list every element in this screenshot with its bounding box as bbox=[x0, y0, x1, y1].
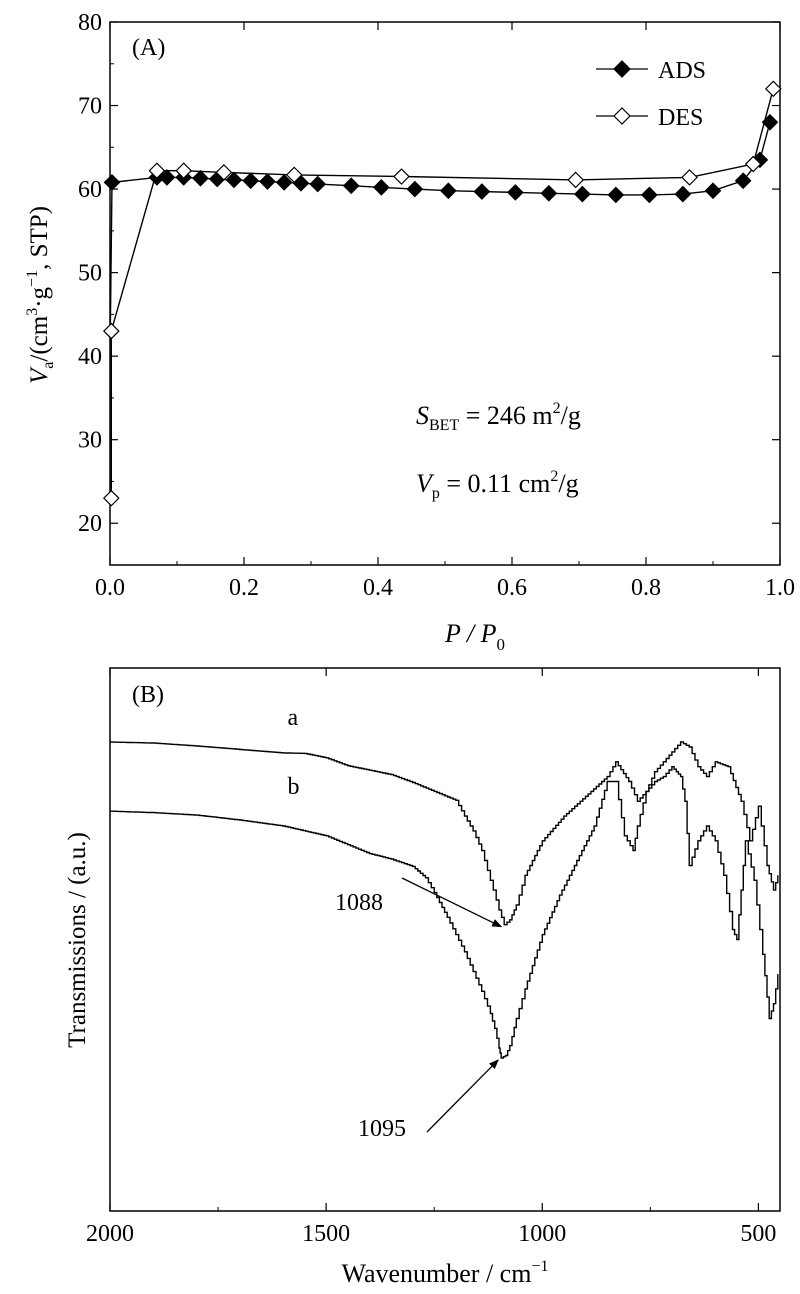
y-tick-label-a: 80 bbox=[78, 10, 102, 36]
legend-ads-label: ADS bbox=[658, 58, 706, 84]
x-axis-label-b: Wavenumber / cm−1 bbox=[342, 1258, 549, 1288]
des-point bbox=[285, 166, 303, 184]
axis-ticks-b: 2000 1500 1000 500 bbox=[86, 668, 776, 1247]
x-tick-label-b: 1000 bbox=[518, 1221, 566, 1247]
plot-frame-b bbox=[109, 667, 781, 1212]
legend-ads-marker bbox=[613, 60, 631, 78]
legend-des-label: DES bbox=[658, 105, 703, 131]
x-tick-label-a: 0.2 bbox=[229, 575, 259, 601]
des-point bbox=[393, 168, 410, 185]
ads-point bbox=[158, 169, 176, 186]
y-axis-label-a: Va/(cm3·g−1, STP) bbox=[24, 206, 57, 384]
ads-point bbox=[309, 175, 327, 193]
des-point bbox=[744, 155, 762, 173]
curve-label-a: a bbox=[288, 705, 299, 731]
y-tick-label-a: 70 bbox=[78, 94, 102, 120]
ads-point bbox=[342, 177, 360, 195]
des-point bbox=[764, 80, 782, 98]
ads-series-line bbox=[109, 122, 771, 332]
ads-point bbox=[259, 173, 276, 190]
ads-point bbox=[406, 180, 424, 198]
isotherm-panel: 0.0 0.2 0.4 0.6 0.8 1.0 20 30 40 50 60 70 80 (A) ADS… bbox=[24, 10, 795, 654]
x-tick-label-a: 0.8 bbox=[631, 575, 661, 601]
des-point bbox=[102, 322, 120, 340]
ads-point bbox=[373, 179, 390, 196]
des-point bbox=[567, 171, 584, 189]
ads-point bbox=[225, 171, 243, 189]
des-point bbox=[148, 162, 166, 180]
des-point bbox=[175, 162, 193, 180]
x-tick-label-a: 0.6 bbox=[497, 575, 527, 601]
legend-des-marker bbox=[613, 107, 631, 125]
isotherm-series bbox=[102, 80, 782, 507]
ads-point bbox=[734, 172, 752, 190]
x-tick-label-b: 1500 bbox=[302, 1221, 350, 1247]
x-tick-label-b: 2000 bbox=[86, 1221, 134, 1247]
ads-point bbox=[275, 174, 293, 191]
ads-point bbox=[641, 186, 658, 204]
des-series-line bbox=[110, 88, 774, 499]
vp-annotation: Vp = 0.11 cm2/g bbox=[416, 468, 579, 502]
ads-point bbox=[242, 172, 260, 190]
des-point bbox=[215, 164, 233, 181]
spectrum-b-line bbox=[110, 766, 779, 1059]
peak-label-1095: 1095 bbox=[358, 1116, 406, 1142]
y-tick-label-a: 30 bbox=[78, 428, 102, 454]
ads-point bbox=[540, 184, 558, 202]
ads-point bbox=[192, 169, 209, 187]
ads-point bbox=[103, 174, 121, 191]
y-tick-label-a: 60 bbox=[78, 177, 102, 203]
sbet-annotation: SBET = 246 m2/g bbox=[416, 400, 581, 434]
x-tick-label-b: 500 bbox=[740, 1221, 776, 1247]
y-tick-label-a: 20 bbox=[78, 511, 102, 537]
ads-point bbox=[704, 182, 722, 200]
y-tick-label-a: 50 bbox=[78, 261, 102, 287]
ir-series bbox=[110, 741, 779, 1059]
x-axis-label-a: P / P0 bbox=[444, 619, 505, 654]
ads-point bbox=[507, 184, 524, 201]
axis-ticks-a: 0.0 0.2 0.4 0.6 0.8 1.0 20 30 40 50 60 70 80 bbox=[78, 10, 795, 601]
x-tick-label-a: 0.0 bbox=[95, 575, 125, 601]
x-tick-label-a: 0.4 bbox=[363, 575, 393, 601]
panel-label-a: (A) bbox=[132, 35, 165, 61]
ads-point bbox=[440, 182, 457, 200]
curve-label-b: b bbox=[288, 774, 300, 800]
panel-label-b: (B) bbox=[132, 682, 164, 708]
y-tick-label-a: 40 bbox=[78, 344, 102, 370]
ir-spectrum-panel: 2000 1500 1000 500 (B) a b 1088 1095 Wavenumbe… bbox=[64, 667, 781, 1288]
legend: ADS DES bbox=[596, 58, 706, 131]
ads-point bbox=[607, 186, 625, 204]
des-point bbox=[102, 489, 120, 507]
peak-annotations: a b 1088 1095 bbox=[288, 705, 503, 1142]
des-point bbox=[681, 169, 698, 186]
spectrum-a-line bbox=[110, 741, 779, 926]
y-axis-label-b: Transmissions / (a.u.) bbox=[64, 832, 91, 1048]
peak-arrow-1088 bbox=[401, 877, 503, 928]
ads-point bbox=[674, 185, 692, 203]
ads-point bbox=[473, 183, 491, 200]
peak-arrow-1095 bbox=[426, 1059, 499, 1133]
x-tick-label-a: 1.0 bbox=[765, 575, 795, 601]
peak-label-1088: 1088 bbox=[335, 890, 383, 916]
ads-point bbox=[574, 185, 591, 203]
